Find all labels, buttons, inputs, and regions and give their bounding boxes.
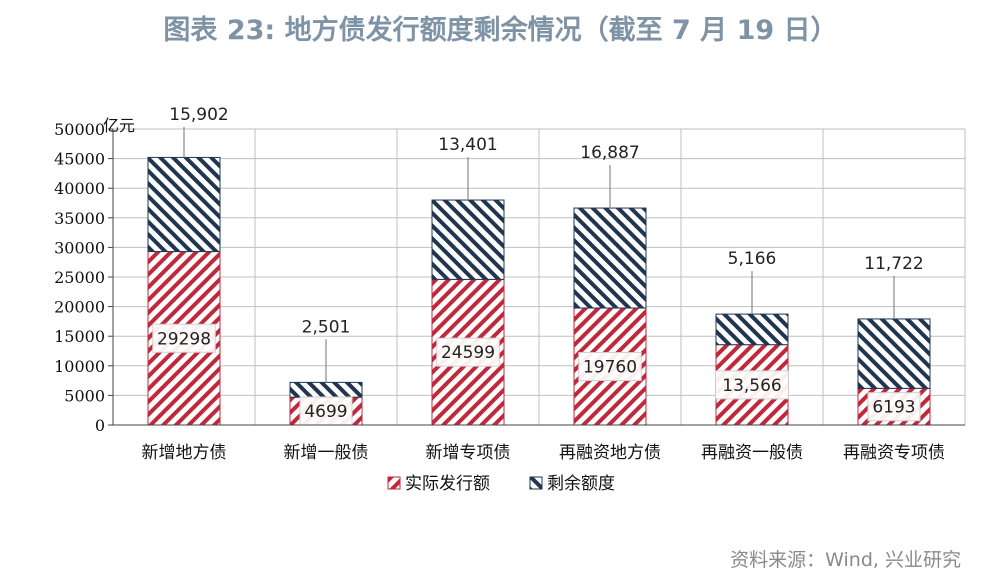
grid-layer [113, 128, 966, 425]
data-label-issued: 19760 [583, 358, 637, 378]
data-label-remaining: 15,902 [169, 105, 228, 125]
y-tick-label: 15000 [54, 327, 105, 346]
axis-layer: 0 5000 10000 15000 20000 25000 30000 35000 40000… [54, 120, 965, 463]
y-tick-label: 0 [95, 416, 105, 435]
y-tick-label: 25000 [54, 268, 105, 287]
data-label-box-issued [152, 323, 216, 353]
y-tick-label: 35000 [54, 209, 105, 228]
bar-layer [147, 156, 931, 426]
x-category-label: 新增一般债 [284, 443, 369, 463]
x-category-label: 新增地方债 [142, 443, 227, 463]
x-category-label: 再融资专项债 [843, 443, 945, 463]
y-tick-label: 40000 [54, 179, 105, 198]
data-label-remaining: 13,401 [438, 135, 497, 155]
y-tick-label: 5000 [64, 386, 105, 405]
bar-remaining [573, 207, 647, 309]
data-label-issued: 29298 [157, 329, 211, 349]
data-label-box-issued [436, 337, 500, 367]
bar-remaining [857, 318, 931, 389]
chart-title: 图表 23: 地方债发行额度剩余情况（截至 7 月 19 日） [163, 15, 838, 46]
label-layer: 29298 15,902 4699 2,501 24599 13,401 19760 16,8… [152, 105, 924, 426]
y-tick-label: 50000 [54, 120, 105, 139]
legend-swatch-issued [387, 476, 401, 490]
y-tick-label: 20000 [54, 298, 105, 317]
data-label-remaining: 16,887 [580, 143, 639, 163]
y-tick-label: 10000 [54, 357, 105, 376]
data-label-box-issued [578, 352, 642, 382]
data-label-issued: 13,566 [722, 376, 781, 396]
data-label-issued: 6193 [872, 398, 915, 418]
data-label-box-issued [867, 392, 921, 422]
y-tick-label: 45000 [54, 150, 105, 169]
data-label-issued: 24599 [441, 343, 495, 363]
bar-remaining [289, 381, 363, 398]
bar-remaining [431, 199, 505, 280]
legend: 实际发行额 剩余额度 [387, 474, 615, 494]
data-label-issued: 4699 [304, 402, 347, 422]
data-label-remaining: 11,722 [864, 254, 923, 274]
source-note: 资料来源：Wind, 兴业研究 [730, 549, 961, 571]
bar-remaining [147, 156, 221, 253]
legend-label-remaining: 剩余额度 [547, 474, 615, 494]
data-label-box-issued [715, 370, 789, 400]
x-category-label: 新增专项债 [426, 443, 511, 463]
legend-label-issued: 实际发行额 [405, 474, 490, 494]
data-label-remaining: 2,501 [302, 317, 351, 337]
bar-remaining [715, 313, 789, 346]
legend-swatch-remaining [529, 476, 543, 490]
y-axis-unit: 亿元 [103, 116, 135, 135]
data-label-remaining: 5,166 [728, 249, 777, 269]
x-category-label: 再融资地方债 [559, 443, 661, 463]
x-category-label: 再融资一般债 [701, 443, 803, 463]
y-tick-label: 30000 [54, 238, 105, 257]
